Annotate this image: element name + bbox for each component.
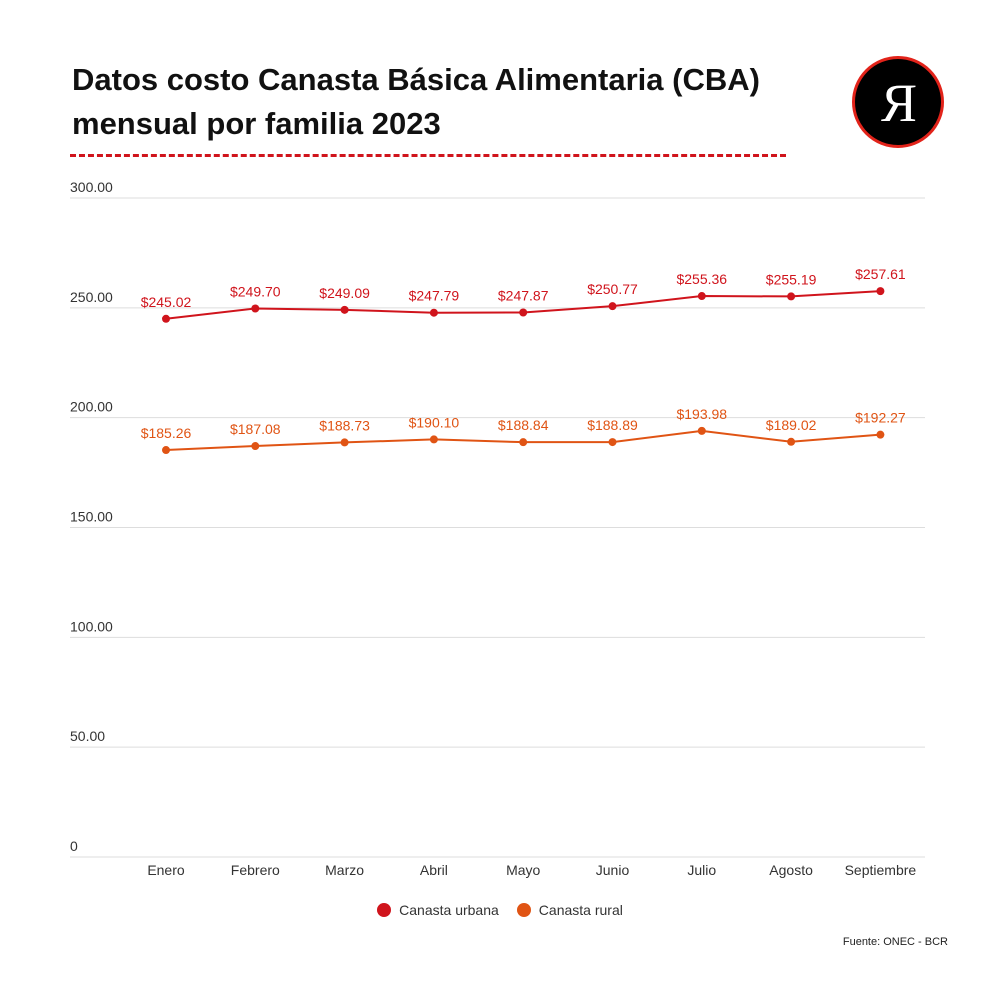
data-point <box>429 435 438 444</box>
data-label: $187.08 <box>230 421 281 437</box>
data-label: $190.10 <box>409 414 460 430</box>
data-point <box>162 446 170 455</box>
data-label: $189.02 <box>766 417 817 433</box>
data-point <box>251 442 260 451</box>
x-tick-label: Marzo <box>325 862 364 878</box>
legend-marker-rural <box>516 903 531 917</box>
data-label: $257.61 <box>855 266 906 282</box>
data-label: $249.70 <box>230 283 281 299</box>
data-label: $255.36 <box>676 271 727 287</box>
data-point <box>340 305 349 314</box>
data-point <box>876 430 885 439</box>
y-tick-label: 50.00 <box>70 728 105 744</box>
data-label: $188.89 <box>587 417 638 433</box>
y-tick-label: 100.00 <box>70 618 113 634</box>
data-label: $249.09 <box>319 285 370 301</box>
data-point <box>429 308 438 317</box>
x-tick-label: Junio <box>596 862 630 878</box>
chart-legend: Canasta urbana Canasta rural <box>0 898 1000 922</box>
x-tick-label: Febrero <box>231 862 280 878</box>
title-divider <box>70 154 786 157</box>
source-note: Fuente: ONEC - BCR <box>842 936 948 948</box>
data-label: $193.98 <box>676 406 727 422</box>
x-tick-label: Abril <box>420 862 448 878</box>
data-point <box>876 287 885 296</box>
chart-title: Datos costo Canasta Básica Alimentaria (… <box>72 62 760 141</box>
data-label: $188.84 <box>498 417 549 433</box>
svg-text:Я: Я <box>881 73 917 133</box>
x-tick-label: Septiembre <box>845 862 917 878</box>
line-chart: 0 50.00 100.00 150.00 200.00 250.00 300.00 Ener… <box>70 179 925 878</box>
data-label: $250.77 <box>587 281 638 297</box>
legend-label-urbana: Canasta urbana <box>399 902 499 918</box>
legend-item-rural[interactable]: Canasta rural <box>516 902 623 918</box>
logo-letter-icon: Я <box>881 73 917 133</box>
legend-marker-urbana <box>377 903 392 917</box>
y-tick-label: 250.00 <box>70 289 113 305</box>
y-tick-label: 300.00 <box>70 179 113 195</box>
data-label: $188.73 <box>319 417 370 433</box>
data-point <box>787 292 796 301</box>
data-point <box>519 308 528 317</box>
data-point <box>697 292 706 301</box>
brand-logo: Я <box>852 56 944 148</box>
y-tick-label: 0 <box>70 838 78 854</box>
data-point <box>608 302 617 311</box>
x-tick-label: Agosto <box>769 862 813 878</box>
data-label: $185.26 <box>141 425 192 441</box>
data-point <box>608 438 617 447</box>
data-point <box>697 426 706 435</box>
legend-label-rural: Canasta rural <box>538 902 623 918</box>
data-point <box>340 438 349 447</box>
data-point <box>787 437 796 446</box>
legend-item-urbana[interactable]: Canasta urbana <box>377 902 499 918</box>
data-label: $247.79 <box>409 288 460 304</box>
y-tick-label: 200.00 <box>70 399 113 415</box>
data-label: $255.19 <box>766 271 817 287</box>
y-tick-label: 150.00 <box>70 509 113 525</box>
x-tick-label: Enero <box>147 862 185 878</box>
x-tick-label: Mayo <box>506 862 540 878</box>
data-label: $247.87 <box>498 288 549 304</box>
data-point <box>251 304 260 313</box>
data-point <box>519 438 528 447</box>
data-label: $192.27 <box>855 410 906 426</box>
data-point <box>162 314 170 323</box>
x-tick-label: Julio <box>687 862 716 878</box>
data-label: $245.02 <box>141 294 192 310</box>
